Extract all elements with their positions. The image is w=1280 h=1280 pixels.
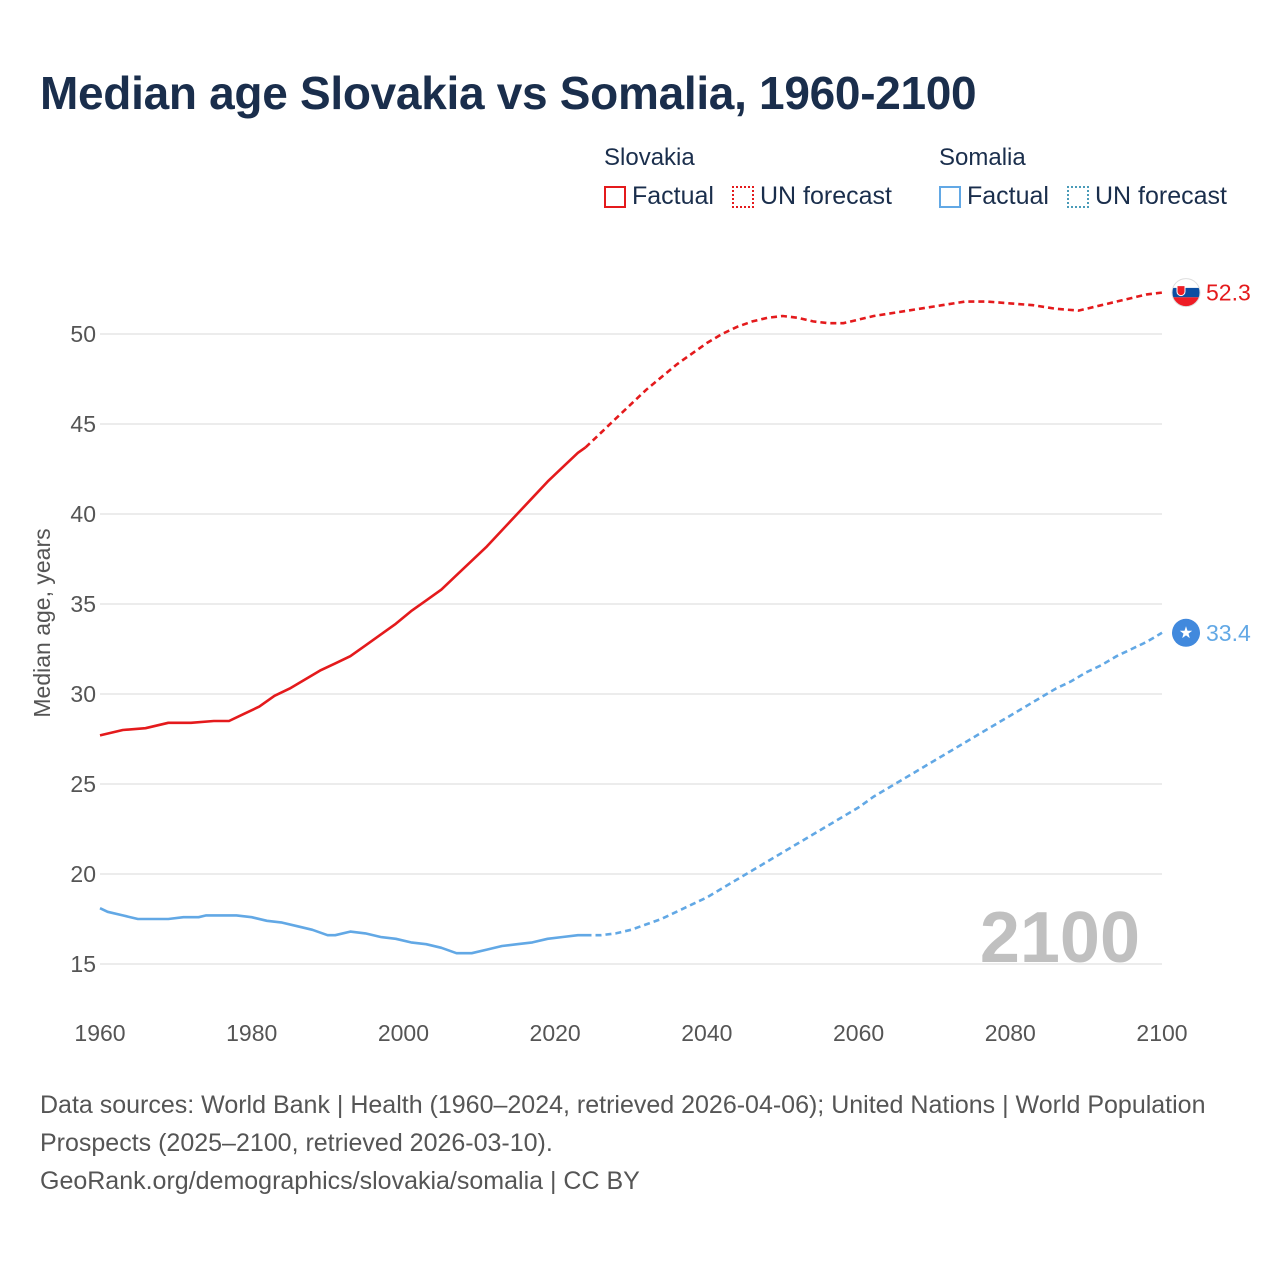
legend-somalia: Somalia Factual UN forecast [939, 144, 1227, 211]
footer: Data sources: World Bank | Health (1960–… [40, 1086, 1220, 1200]
legend-heading-somalia: Somalia [939, 144, 1026, 171]
end-markers: 52.3 33.4 [1171, 278, 1251, 647]
somalia-flag-icon [1172, 618, 1200, 647]
series [99, 291, 1163, 955]
legend-item-slovakia-factual[interactable]: Factual [604, 182, 714, 211]
slovakia-factual-line [99, 446, 587, 737]
legend-slovakia: Slovakia Factual UN forecast [604, 144, 892, 211]
somalia-forecast-line [585, 631, 1163, 937]
y-axis-ticks: 15 20 25 30 35 40 45 50 [70, 321, 96, 977]
somalia-end-value-label: 33.4 [1206, 620, 1251, 646]
y-tick-label: 15 [70, 951, 96, 977]
legend-label: UN forecast [1094, 182, 1227, 210]
y-axis-label: Median age, years [29, 528, 55, 717]
legend-item-somalia-factual[interactable]: Factual [939, 182, 1049, 211]
x-tick-label: 2060 [833, 1020, 884, 1046]
legend-item-somalia-forecast[interactable]: UN forecast [1066, 182, 1227, 211]
x-tick-label: 1960 [74, 1020, 125, 1046]
x-tick-label: 2000 [378, 1020, 429, 1046]
year-watermark: 2100 [980, 898, 1140, 978]
somalia-factual-line [99, 907, 586, 955]
legend-label: Factual [632, 182, 714, 210]
y-tick-label: 45 [70, 411, 96, 437]
y-tick-label: 25 [70, 771, 96, 797]
y-tick-label: 30 [70, 681, 96, 707]
slovakia-end-value-label: 52.3 [1206, 280, 1251, 306]
y-tick-label: 20 [70, 861, 96, 887]
x-tick-label: 2100 [1136, 1020, 1187, 1046]
legend-label: UN forecast [759, 182, 892, 210]
x-axis-ticks: 1960 1980 2000 2020 2040 2060 2080 2100 [74, 1020, 1187, 1046]
legend-label: Factual [967, 182, 1049, 210]
slovakia-flag-icon [1171, 278, 1201, 308]
y-tick-label: 35 [70, 591, 96, 617]
gridlines [100, 333, 1162, 965]
x-tick-label: 2040 [681, 1020, 732, 1046]
data-sources: Data sources: World Bank | Health (1960–… [40, 1091, 1206, 1157]
legend-heading-slovakia: Slovakia [604, 144, 695, 171]
dotted-swatch-icon [1066, 185, 1089, 208]
legend-item-slovakia-forecast[interactable]: UN forecast [731, 182, 892, 211]
solid-swatch-icon [604, 185, 626, 208]
y-tick-label: 50 [70, 321, 96, 347]
slovakia-forecast-line [584, 291, 1163, 449]
x-tick-label: 2080 [985, 1020, 1036, 1046]
x-tick-label: 2020 [530, 1020, 581, 1046]
dotted-swatch-icon [731, 185, 754, 208]
y-tick-label: 40 [70, 501, 96, 527]
chart-title: Median age Slovakia vs Somalia, 1960-210… [40, 67, 977, 119]
credit-link[interactable]: GeoRank.org/demographics/slovakia/somali… [40, 1167, 640, 1195]
solid-swatch-icon [939, 185, 961, 208]
x-tick-label: 1980 [226, 1020, 277, 1046]
